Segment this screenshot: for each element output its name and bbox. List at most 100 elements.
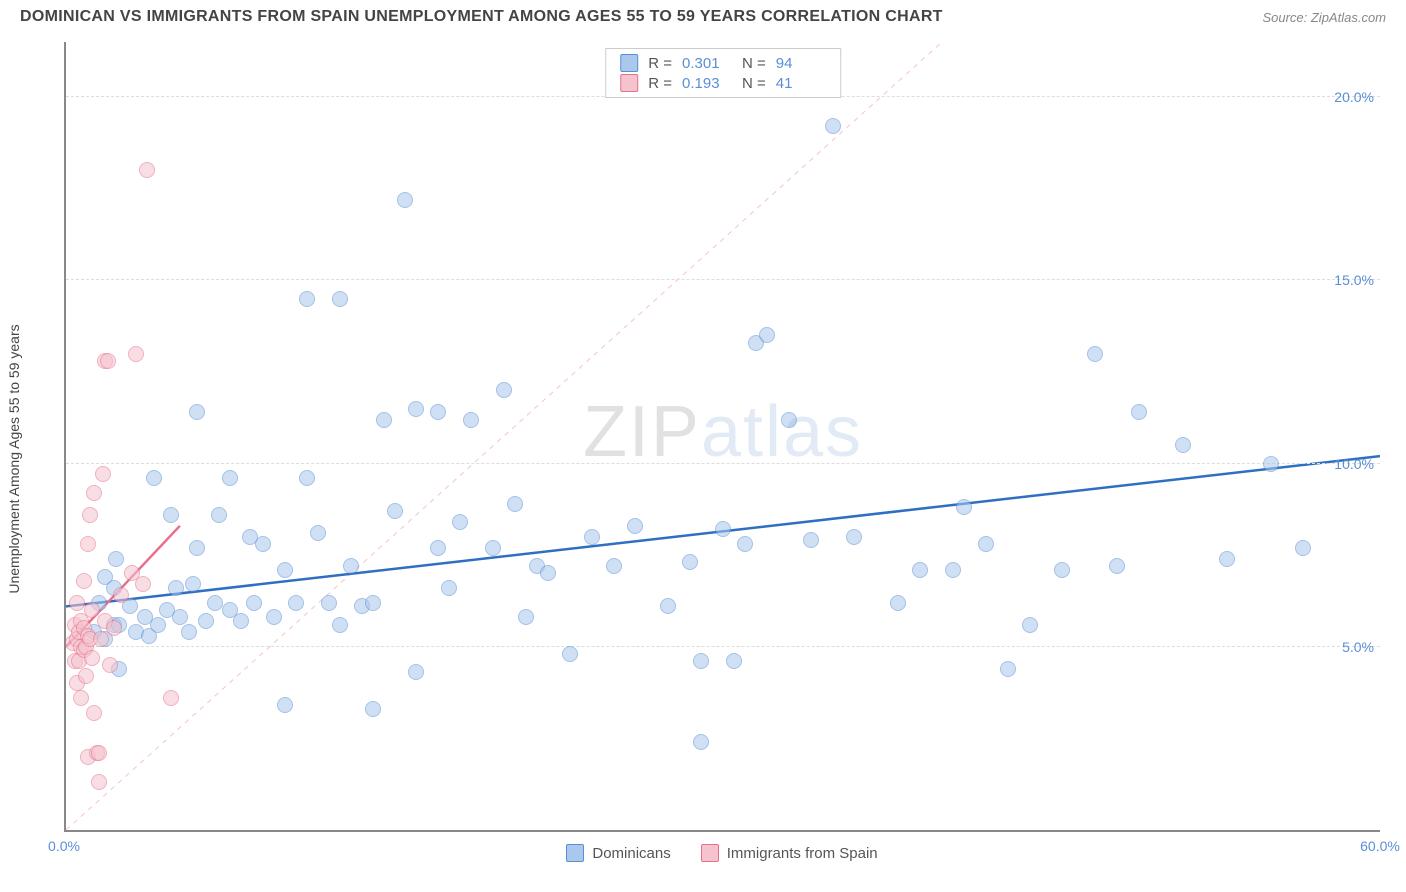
y-axis-label: Unemployment Among Ages 55 to 59 years [6,324,22,593]
data-point [198,613,214,629]
data-point [1109,558,1125,574]
data-point [100,353,116,369]
data-point [86,485,102,501]
data-point [91,774,107,790]
data-point [102,657,118,673]
data-point [660,598,676,614]
data-point [803,532,819,548]
data-point [1295,540,1311,556]
data-point [266,609,282,625]
data-point [255,536,271,552]
data-point [277,697,293,713]
data-point [562,646,578,662]
data-point [890,595,906,611]
data-point [113,587,129,603]
data-point [211,507,227,523]
data-point [693,653,709,669]
data-point [452,514,468,530]
data-point [299,470,315,486]
data-point [135,576,151,592]
legend-swatch-dominicans [566,844,584,862]
data-point [332,617,348,633]
gridline-h [66,646,1380,647]
data-point [737,536,753,552]
data-point [82,507,98,523]
data-point [80,536,96,552]
x-tick-label: 60.0% [1360,838,1400,854]
data-point [150,617,166,633]
data-point [172,609,188,625]
data-point [222,470,238,486]
page-title: DOMINICAN VS IMMIGRANTS FROM SPAIN UNEMP… [20,8,943,26]
data-point [1263,456,1279,472]
data-point [146,470,162,486]
data-point [93,631,109,647]
legend-row: R = 0.301 N = 94 [620,53,826,73]
data-point [95,466,111,482]
legend-row: R = 0.193 N = 41 [620,73,826,93]
data-point [106,620,122,636]
y-tick-label: 5.0% [1342,639,1374,655]
data-point [540,565,556,581]
data-point [108,551,124,567]
data-point [277,562,293,578]
data-point [978,536,994,552]
data-point [1219,551,1235,567]
data-point [606,558,622,574]
data-point [715,521,731,537]
correlation-chart: Unemployment Among Ages 55 to 59 years Z… [20,36,1386,882]
data-point [233,613,249,629]
data-point [69,595,85,611]
data-point [1054,562,1070,578]
data-point [181,624,197,640]
data-point [584,529,600,545]
data-point [759,327,775,343]
data-point [518,609,534,625]
data-point [168,580,184,596]
data-point [945,562,961,578]
data-point [78,668,94,684]
data-point [86,705,102,721]
data-point [207,595,223,611]
data-point [463,412,479,428]
y-tick-label: 10.0% [1334,456,1374,472]
data-point [825,118,841,134]
data-point [365,595,381,611]
data-point [1087,346,1103,362]
data-point [387,503,403,519]
data-point [1022,617,1038,633]
legend-swatch-spain [701,844,719,862]
legend-swatch-dominicans [620,54,638,72]
data-point [507,496,523,512]
gridline-h [66,463,1380,464]
data-point [139,162,155,178]
data-point [343,558,359,574]
data-point [91,745,107,761]
data-point [781,412,797,428]
data-point [912,562,928,578]
data-point [246,595,262,611]
data-point [1131,404,1147,420]
y-tick-label: 15.0% [1334,272,1374,288]
y-tick-label: 20.0% [1334,89,1374,105]
data-point [682,554,698,570]
data-point [189,404,205,420]
data-point [846,529,862,545]
data-point [627,518,643,534]
data-point [376,412,392,428]
data-point [1175,437,1191,453]
data-point [693,734,709,750]
data-point [365,701,381,717]
correlation-legend: R = 0.301 N = 94 R = 0.193 N = 41 [605,48,841,98]
data-point [397,192,413,208]
data-point [299,291,315,307]
data-point [726,653,742,669]
trend-lines [66,42,1380,830]
data-point [496,382,512,398]
data-point [189,540,205,556]
data-point [163,690,179,706]
watermark: ZIPatlas [583,391,863,473]
data-point [956,499,972,515]
data-point [128,346,144,362]
series-legend: Dominicans Immigrants from Spain [64,844,1380,862]
